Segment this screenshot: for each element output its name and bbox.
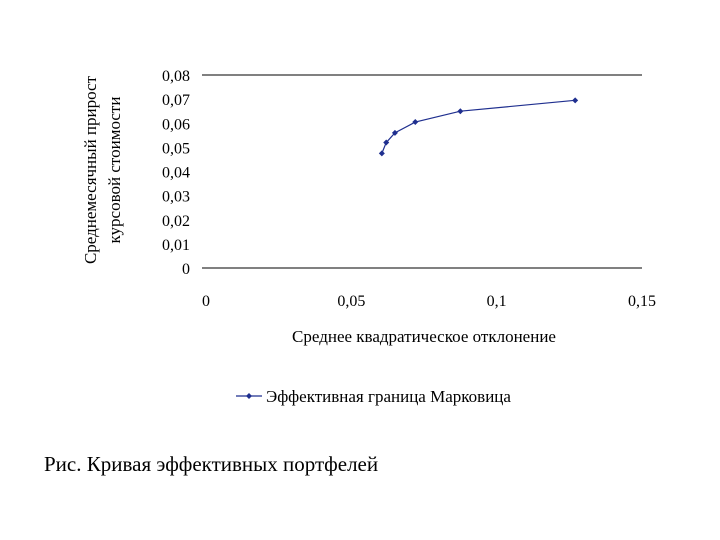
y-tick-label: 0,03 — [162, 189, 190, 206]
x-axis-title: Среднее квадратическое отклонение — [292, 327, 556, 346]
legend-marker — [246, 393, 252, 399]
y-tick-label: 0,08 — [162, 68, 190, 85]
data-point — [383, 139, 390, 146]
y-tick-labels: 0,08 0,07 0,06 0,05 0,04 0,03 0,02 0,01 0 — [162, 68, 190, 278]
y-tick-label: 0,02 — [162, 213, 190, 230]
y-axis-title: Среднемесячный прирост курсовой стоимост… — [81, 75, 124, 264]
x-tick-labels: 0 0,05 0,1 0,15 — [202, 293, 656, 310]
legend-label: Эффективная граница Марковица — [266, 387, 511, 406]
x-tick-label: 0,05 — [337, 293, 365, 310]
y-tick-label: 0 — [182, 261, 190, 278]
y-axis-title-line-2: курсовой стоимости — [105, 97, 124, 244]
legend: Эффективная граница Марковица — [236, 387, 511, 406]
series-line — [381, 99, 576, 154]
y-tick-label: 0,01 — [162, 237, 190, 254]
y-axis-title-line-1: Среднемесячный прирост — [81, 75, 100, 264]
x-tick-label: 0 — [202, 293, 210, 310]
y-tick-label: 0,07 — [162, 92, 190, 109]
y-tick-label: 0,04 — [162, 165, 190, 182]
data-point — [457, 108, 464, 115]
x-tick-label: 0,15 — [628, 293, 656, 310]
y-tick-label: 0,06 — [162, 116, 190, 133]
series-markowitz — [378, 97, 579, 157]
chart: 0,080,070,060,050,040,030,020,010 0 0,05 0… — [81, 68, 656, 406]
data-point — [391, 129, 398, 136]
y-tick-label: 0,05 — [162, 140, 190, 157]
data-point — [572, 97, 579, 104]
figure-caption: Рис. Кривая эффективных портфелей — [44, 452, 379, 476]
x-tick-label: 0,1 — [487, 293, 507, 310]
data-point — [378, 150, 385, 157]
data-point — [412, 119, 419, 126]
